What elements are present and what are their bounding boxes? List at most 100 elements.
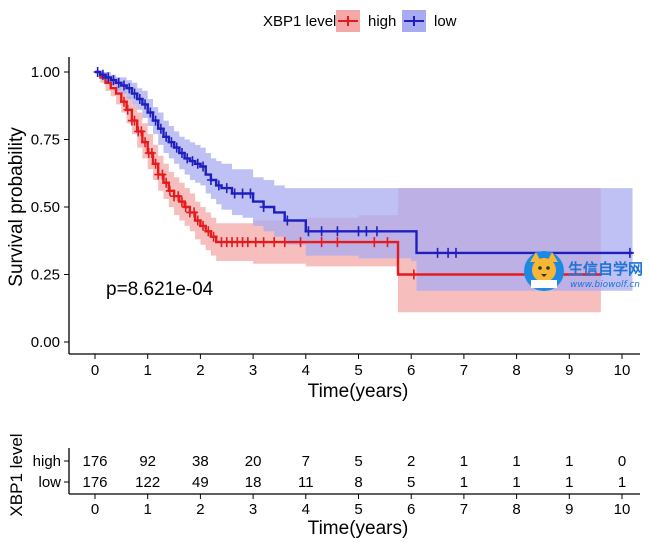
censor-mark-low-35 [433,247,442,258]
risk-x-tick-label: 9 [565,501,573,518]
risk-cell-high: 0 [618,453,626,470]
y-axis-ticks: 0.00 0.25 0.50 0.75 1.00 [31,64,69,351]
risk-cell-high: 176 [82,453,107,470]
y-tick-label: 0.50 [31,199,60,216]
censor-mark-low-3 [109,75,118,86]
censor-mark-high-5 [137,126,146,137]
legend-title: XBP1 level [263,13,336,30]
censor-mark-high-31 [259,237,268,248]
p-value-annotation: p=8.621e-04 [106,279,214,300]
censor-mark-high-17 [181,202,190,212]
x-tick-label: 4 [302,362,310,379]
censor-mark-high-3 [130,115,139,126]
legend: XBP1 level high low [263,10,457,32]
watermark-url-text: www.biowolf.cn [570,280,640,290]
censor-mark-high-19 [190,207,199,218]
risk-table-x-label: Time(years) [308,518,409,539]
censor-mark-high-33 [280,237,289,248]
censor-mark-low-22 [214,180,223,191]
censor-mark-low-17 [183,153,192,164]
censor-mark-high-29 [243,237,252,248]
x-tick-label: 3 [249,362,257,379]
risk-x-tick-label: 7 [460,501,468,518]
risk-cell-high: 1 [460,453,468,470]
censor-mark-high-35 [317,237,326,248]
risk-cell-high: 92 [139,453,156,470]
censor-mark-high-38 [383,237,392,248]
censor-mark-high-20 [193,215,202,226]
risk-cell-high: 38 [192,453,209,470]
x-tick-label: 10 [614,362,631,379]
risk-x-tick-label: 1 [144,501,152,518]
censor-mark-low-14 [167,137,176,148]
censor-mark-high-1 [123,104,132,115]
censor-mark-high-6 [141,137,150,148]
censor-mark-low-34 [372,226,381,237]
censor-mark-low-5 [119,80,128,91]
watermark: 生信自学网 www.biowolf.cn [524,251,643,291]
censor-mark-high-30 [251,237,260,248]
censor-mark-low-12 [156,123,165,134]
risk-cell-low: 49 [192,474,209,491]
legend-key-low [402,10,426,32]
censor-mark-low-19 [193,158,202,169]
y-tick-label: 0.25 [31,267,60,284]
x-tick-label: 1 [144,362,152,379]
censor-mark-high-37 [370,237,379,248]
risk-table-x-ticks: 0 1 2 3 4 5 6 7 8 9 10 [91,494,631,518]
x-tick-label: 8 [512,362,520,379]
x-axis-ticks: 0 1 2 3 4 5 6 7 8 9 10 [91,354,631,379]
censor-mark-high-8 [147,148,156,158]
censor-mark-low-1 [98,69,107,80]
censor-mark-low-7 [130,88,139,99]
risk-cell-high: 5 [354,453,362,470]
risk-cell-low: 11 [298,474,314,491]
risk-x-tick-label: 3 [249,501,257,518]
risk-cell-high: 1 [565,453,573,470]
censor-mark-low-30 [317,226,326,237]
censor-mark-high-0 [119,96,128,107]
censor-mark-low-8 [135,94,144,104]
legend-label-low: low [434,13,457,30]
censor-mark-low-15 [172,142,181,153]
y-tick-label: 0.75 [31,132,60,149]
censor-mark-high-16 [177,196,186,207]
y-axis-label: Survival probability [6,127,27,287]
risk-x-tick-label: 4 [302,501,310,518]
risk-cell-high: 7 [302,453,310,470]
censor-mark-low-24 [230,188,239,199]
censor-mark-low-0 [93,67,102,77]
wolf-logo-icon [524,251,564,291]
censor-mark-high-36 [333,237,342,248]
risk-x-tick-label: 0 [91,501,99,518]
censor-mark-low-18 [188,156,197,167]
km-plot-panel: 0.00 0.25 0.50 0.75 1.00 0 1 2 3 4 5 6 7 8 9 10 Surviv… [6,57,640,402]
censor-mark-high-13 [165,185,174,196]
risk-cell-low: 122 [135,474,160,491]
risk-x-tick-label: 2 [196,501,204,518]
censor-mark-low-28 [283,215,292,226]
censor-mark-low-31 [333,226,342,237]
risk-cell-low: 1 [512,474,520,491]
risk-cell-high: 1 [512,453,520,470]
risk-x-tick-label: 10 [614,501,631,518]
risk-x-tick-label: 5 [354,501,362,518]
risk-x-tick-label: 8 [512,501,520,518]
censor-mark-high-22 [204,226,213,237]
risk-table-y-label: XBP1 level [7,433,26,516]
censor-mark-high-11 [158,169,167,180]
y-tick-label: 1.00 [31,64,60,81]
censor-mark-high-32 [270,237,279,248]
censor-mark-low-9 [141,99,150,110]
risk-cell-high: 2 [407,453,415,470]
censor-mark-low-38 [625,247,634,258]
risk-x-tick-label: 6 [407,501,415,518]
censor-mark-high-12 [162,177,171,188]
censor-mark-low-2 [104,72,113,83]
x-tick-label: 2 [196,362,204,379]
y-tick-label: 0.00 [31,334,60,351]
risk-cell-low: 5 [407,474,415,491]
censor-mark-low-6 [125,83,134,94]
censor-mark-low-25 [238,188,247,199]
